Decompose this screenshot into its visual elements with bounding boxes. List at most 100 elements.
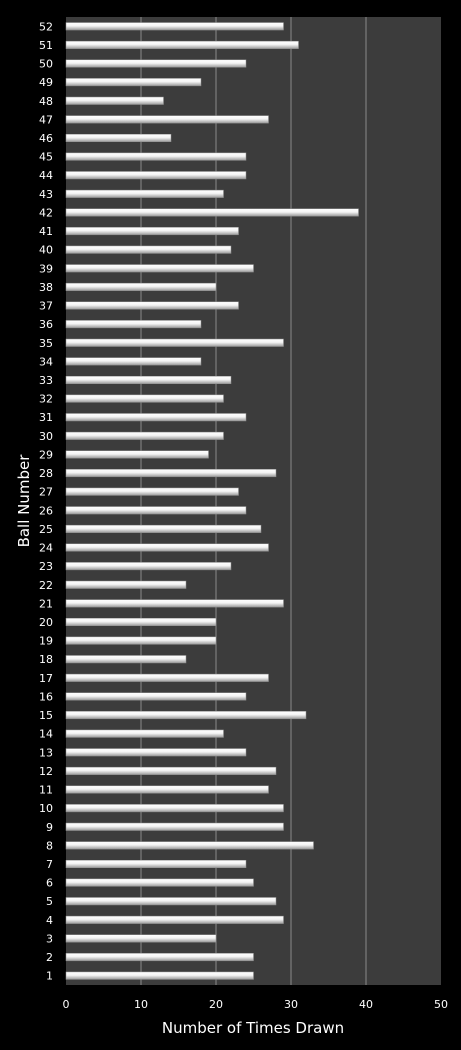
y-tick-label: 39	[39, 262, 53, 275]
y-tick-label: 23	[39, 560, 53, 573]
bar	[65, 729, 224, 738]
y-tick-label: 18	[39, 653, 53, 666]
y-tick-label: 2	[46, 951, 53, 964]
y-tick-labels: 1234567891011121314151617181920212223242…	[39, 20, 53, 982]
y-tick-label: 3	[46, 932, 53, 945]
bar	[65, 208, 359, 217]
bar	[65, 264, 254, 273]
y-tick-label: 9	[46, 821, 53, 834]
bar	[65, 171, 247, 180]
bar	[65, 357, 202, 366]
bar	[65, 115, 269, 124]
bar	[65, 78, 202, 87]
bar	[65, 487, 239, 496]
bar	[65, 394, 224, 403]
bar	[65, 822, 284, 831]
y-tick-label: 7	[46, 858, 53, 871]
x-tick-label: 40	[359, 998, 373, 1011]
bar	[65, 469, 277, 478]
y-tick-label: 52	[39, 20, 53, 33]
bar	[65, 376, 232, 384]
y-tick-label: 33	[39, 374, 53, 387]
y-tick-label: 8	[46, 839, 53, 852]
y-tick-label: 46	[39, 132, 53, 145]
y-tick-label: 6	[46, 877, 53, 890]
bar	[65, 748, 247, 757]
bar	[65, 543, 269, 552]
bar	[65, 450, 209, 459]
bar	[65, 766, 277, 775]
y-tick-label: 40	[39, 244, 53, 257]
bar	[65, 841, 314, 850]
bar	[65, 897, 277, 906]
y-tick-label: 35	[39, 337, 53, 350]
bar	[65, 227, 239, 236]
y-tick-label: 15	[39, 709, 53, 722]
plot-area	[66, 17, 441, 985]
bar	[65, 245, 232, 254]
bar	[65, 59, 247, 68]
y-tick-label: 1	[46, 970, 53, 983]
y-tick-label: 42	[39, 206, 53, 219]
bar	[65, 580, 187, 589]
bar	[65, 320, 202, 329]
bar	[65, 189, 224, 198]
y-axis-title: Ball Number	[15, 454, 33, 548]
y-tick-label: 50	[39, 58, 53, 71]
y-tick-label: 17	[39, 672, 53, 685]
bar	[65, 152, 247, 161]
bar	[65, 599, 284, 608]
bar	[65, 934, 217, 943]
bar	[65, 878, 254, 887]
y-tick-label: 29	[39, 448, 53, 461]
y-tick-label: 14	[39, 728, 53, 741]
bar	[65, 711, 307, 720]
y-tick-label: 31	[39, 411, 53, 424]
bar	[65, 22, 284, 31]
y-tick-label: 44	[39, 169, 53, 182]
x-tick-label: 50	[434, 998, 448, 1011]
bar	[65, 431, 224, 440]
bar	[65, 692, 247, 701]
y-tick-label: 49	[39, 76, 53, 89]
y-tick-label: 47	[39, 113, 53, 126]
y-tick-label: 26	[39, 504, 53, 517]
bar	[65, 40, 299, 49]
y-tick-label: 51	[39, 39, 53, 52]
bar	[65, 618, 217, 626]
bar	[65, 282, 217, 291]
y-tick-label: 16	[39, 690, 53, 703]
bar	[65, 96, 164, 105]
x-tick-label: 10	[134, 998, 148, 1011]
bar	[65, 915, 284, 924]
y-tick-label: 41	[39, 225, 53, 238]
y-tick-label: 4	[46, 914, 53, 927]
x-tick-label: 20	[209, 998, 223, 1011]
y-tick-label: 12	[39, 765, 53, 778]
x-tick-label: 30	[284, 998, 298, 1011]
y-tick-label: 45	[39, 151, 53, 164]
bar	[65, 673, 269, 682]
y-tick-label: 20	[39, 616, 53, 629]
bar	[65, 636, 217, 645]
bar	[65, 301, 239, 310]
bar	[65, 134, 172, 142]
bar	[65, 413, 247, 422]
y-tick-label: 37	[39, 300, 53, 313]
bar	[65, 524, 262, 533]
y-tick-label: 22	[39, 579, 53, 592]
y-tick-label: 19	[39, 635, 53, 648]
y-tick-label: 13	[39, 746, 53, 759]
bar	[65, 971, 254, 980]
bar	[65, 562, 232, 571]
y-tick-label: 34	[39, 355, 53, 368]
bar	[65, 506, 247, 515]
bar	[65, 860, 247, 868]
bar	[65, 655, 187, 664]
y-tick-label: 36	[39, 318, 53, 331]
x-axis-title: Number of Times Drawn	[162, 1019, 344, 1037]
y-tick-label: 30	[39, 430, 53, 443]
y-tick-label: 11	[39, 784, 53, 797]
bars	[65, 22, 359, 980]
